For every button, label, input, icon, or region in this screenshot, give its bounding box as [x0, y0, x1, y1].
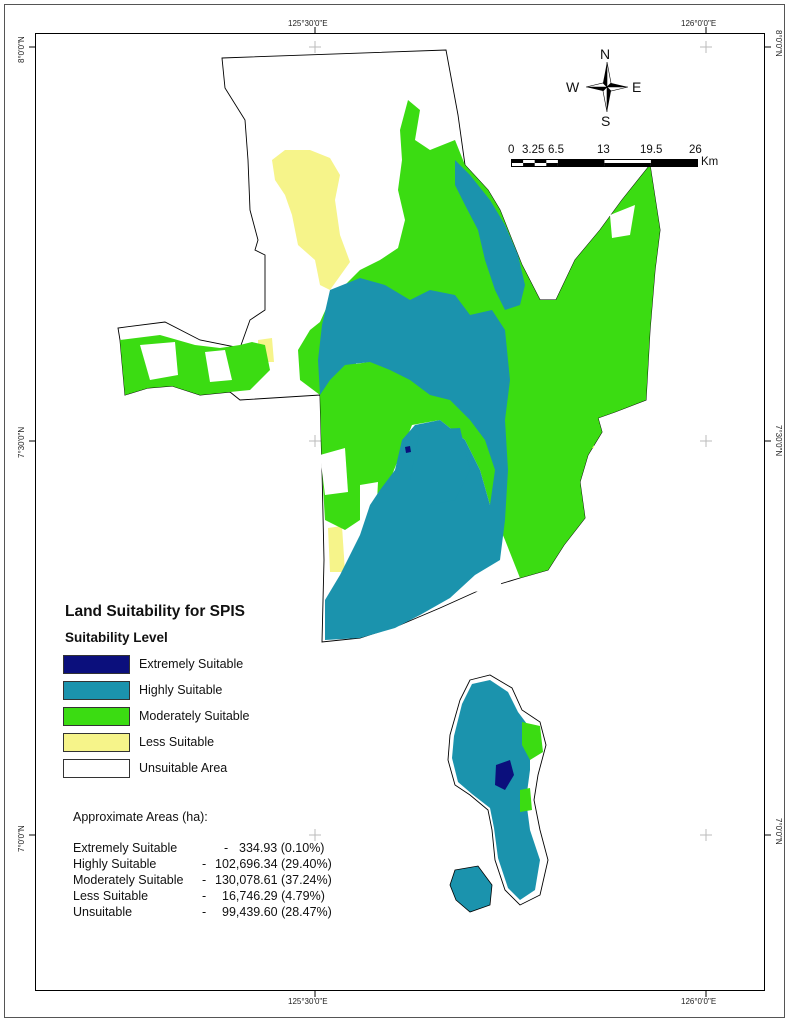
compass-west-label: W [566, 79, 580, 95]
area-name: Less Suitable [73, 889, 149, 903]
highly-suitable-main [318, 278, 510, 640]
legend-title: Land Suitability for SPIS [65, 603, 245, 620]
area-dash: - [224, 841, 229, 855]
coord-bottom-1: 125°30'0"E [288, 997, 328, 1006]
coord-bottom-2: 126°0'0"E [681, 997, 717, 1006]
area-dash: - [202, 889, 207, 903]
scale-tick-4: 19.5 [640, 144, 663, 156]
scale-bar [511, 159, 698, 167]
scale-tick-1: 3.25 [522, 144, 545, 156]
area-value: 16,746.29 (4.79%) [222, 889, 325, 903]
legend-label: Less Suitable [139, 735, 215, 749]
area-name: Extremely Suitable [73, 841, 178, 855]
coord-top-2: 126°0'0"E [681, 19, 717, 28]
unsuitable-hole-6 [320, 448, 348, 495]
area-dash: - [202, 857, 207, 871]
legend-swatch [63, 655, 130, 674]
unsuitable-hole-3 [610, 205, 635, 238]
legend-swatch [63, 759, 130, 778]
area-dash: - [202, 873, 207, 887]
unsuitable-hole-2 [205, 350, 232, 382]
extreme-speck [405, 446, 411, 453]
area-value: 102,696.34 (29.40%) [215, 857, 332, 871]
compass-north-label: N [600, 46, 611, 62]
island-highly-suitable [452, 680, 540, 900]
area-value: 130,078.61 (37.24%) [215, 873, 332, 887]
map-frame [35, 33, 765, 991]
area-value: 99,439.60 (28.47%) [222, 905, 332, 919]
legend-swatch [63, 733, 130, 752]
compass-rose-icon [586, 62, 628, 112]
grid-crosses [309, 41, 712, 841]
area-dash: - [202, 905, 207, 919]
scale-tick-2: 6.5 [548, 144, 564, 156]
less-suitable-patch-north [272, 150, 350, 290]
scale-tick-0: 0 [508, 144, 515, 156]
scale-unit: Km [701, 156, 719, 168]
area-value: 334.93 (0.10%) [239, 841, 325, 855]
area-name: Moderately Suitable [73, 873, 184, 887]
legend-label: Unsuitable Area [139, 761, 228, 775]
legend-label: Moderately Suitable [139, 709, 250, 723]
area-name: Unsuitable [73, 905, 133, 919]
area-name: Highly Suitable [73, 857, 157, 871]
outer-border [4, 4, 785, 1018]
island-extremely-suitable [495, 760, 514, 790]
areas-heading: Approximate Areas (ha): [73, 810, 208, 824]
legend-label: Extremely Suitable [139, 657, 244, 671]
frame-ticks [29, 27, 771, 997]
highly-suitable-inner [410, 428, 470, 505]
small-island-outline [449, 865, 493, 913]
island-moderate [522, 722, 543, 760]
legend-label: Highly Suitable [139, 683, 223, 697]
coord-top-1: 125°30'0"E [288, 19, 328, 28]
scale-tick-3: 13 [597, 144, 610, 156]
island-moderate-2 [520, 788, 532, 812]
legend-swatch [63, 707, 130, 726]
scale-tick-5: 26 [689, 144, 702, 156]
compass-east-label: E [632, 79, 642, 95]
unsuitable-hole-1 [140, 342, 178, 380]
legend-swatch [63, 681, 130, 700]
compass-south-label: S [601, 113, 611, 129]
less-suitable-patch-south [328, 526, 345, 572]
legend-subtitle: Suitability Level [65, 630, 168, 645]
highly-suitable-north-strip [455, 160, 525, 310]
